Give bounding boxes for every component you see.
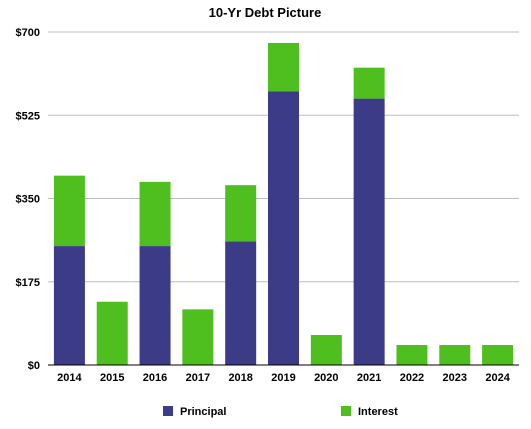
x-axis-ticks: 2014 2015 2016 2017 2018 2019 2020 2021 2022 2023… xyxy=(57,372,511,384)
x-tick-label: 2015 xyxy=(100,372,124,384)
x-tick-label: 2024 xyxy=(485,372,510,384)
legend-label-interest: Interest xyxy=(358,406,398,418)
bar-principal-2014 xyxy=(53,246,85,365)
bar-principal-2019 xyxy=(268,91,299,365)
x-tick-label: 2020 xyxy=(314,372,338,384)
bar-interest-2019 xyxy=(268,42,299,92)
y-tick-label: $350 xyxy=(16,194,40,206)
legend: Principal Interest xyxy=(163,406,398,418)
x-tick-label: 2019 xyxy=(271,372,295,384)
y-axis-ticks: $0 $175 $350 $525 $700 xyxy=(16,27,40,372)
bar-interest-2017 xyxy=(182,309,214,365)
chart-title: 10-Yr Debt Picture xyxy=(209,5,322,20)
bars xyxy=(53,42,514,365)
y-tick-label: $0 xyxy=(28,360,40,372)
bar-principal-2016 xyxy=(139,246,171,365)
bar-interest-2024 xyxy=(482,345,514,365)
x-tick-label: 2016 xyxy=(143,372,167,384)
legend-label-principal: Principal xyxy=(180,406,226,418)
x-tick-label: 2021 xyxy=(357,372,381,384)
bar-interest-2020 xyxy=(310,335,342,365)
y-tick-label: $525 xyxy=(16,110,40,122)
bar-interest-2023 xyxy=(439,345,471,365)
x-tick-label: 2017 xyxy=(186,372,210,384)
bar-interest-2015 xyxy=(96,301,128,365)
bar-interest-2022 xyxy=(396,345,428,365)
y-tick-label: $700 xyxy=(16,27,40,39)
bar-interest-2016 xyxy=(139,181,171,247)
bar-principal-2018 xyxy=(225,241,257,365)
x-tick-label: 2022 xyxy=(400,372,424,384)
bar-interest-2021 xyxy=(353,67,385,99)
bar-principal-2021 xyxy=(353,98,385,365)
x-tick-label: 2023 xyxy=(443,372,467,384)
legend-swatch-interest xyxy=(341,406,351,416)
bar-interest-2018 xyxy=(225,185,257,242)
x-tick-label: 2018 xyxy=(228,372,252,384)
legend-swatch-principal xyxy=(163,406,173,416)
y-tick-label: $175 xyxy=(16,277,40,289)
x-tick-label: 2014 xyxy=(57,372,82,384)
bar-interest-2014 xyxy=(53,175,85,247)
